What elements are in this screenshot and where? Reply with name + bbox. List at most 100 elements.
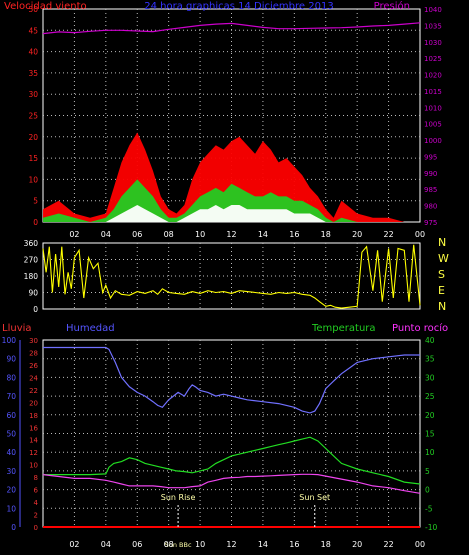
climate-panel-x-tick: 18 bbox=[321, 540, 331, 549]
compass-label: S bbox=[438, 268, 445, 281]
temperature-y-tick: -5 bbox=[425, 504, 433, 513]
direction-y-tick: 90 bbox=[28, 289, 38, 298]
humidity-y-tick: 30 bbox=[29, 337, 38, 345]
compass-label: E bbox=[438, 284, 445, 297]
rain-y-tick: 90 bbox=[6, 355, 16, 364]
humidity-y-tick: 20 bbox=[29, 399, 38, 407]
wind-panel-x-tick: 04 bbox=[101, 230, 111, 239]
wind-y-tick: 15 bbox=[28, 154, 38, 163]
climate-series-2-line bbox=[42, 473, 421, 494]
wind-axis-label: Velocidad viento bbox=[4, 1, 87, 12]
pressure-y-tick: 975 bbox=[424, 219, 437, 227]
rain-axis-label: Lluvia bbox=[2, 323, 32, 334]
pressure-y-tick: 1015 bbox=[424, 88, 442, 96]
rain-y-tick: 60 bbox=[6, 411, 16, 420]
temperature-y-tick: -10 bbox=[425, 523, 437, 532]
pressure-y-tick: 1010 bbox=[424, 104, 442, 112]
humidity-y-tick: 28 bbox=[29, 349, 38, 357]
rain-y-tick: 0 bbox=[11, 523, 16, 532]
pressure-y-tick: 1030 bbox=[424, 39, 442, 47]
climate-panel-x-tick: 04 bbox=[101, 540, 111, 549]
temperature-y-tick: 20 bbox=[425, 411, 435, 420]
direction-line bbox=[42, 244, 421, 309]
temperature-y-tick: 10 bbox=[425, 448, 435, 457]
rain-y-tick: 20 bbox=[6, 486, 16, 495]
wind-y-tick: 30 bbox=[28, 90, 38, 99]
pressure-y-tick: 980 bbox=[424, 203, 437, 211]
temperature-axis-label: Temperatura bbox=[311, 323, 376, 334]
humidity-y-tick: 16 bbox=[29, 424, 38, 432]
wind-y-tick: 40 bbox=[28, 48, 38, 57]
compass-label: N bbox=[438, 300, 446, 313]
wind-y-tick: 25 bbox=[28, 112, 38, 121]
wind-panel-x-tick: 06 bbox=[132, 230, 142, 239]
wind-y-tick: 10 bbox=[28, 175, 38, 184]
wind-panel-x-tick: 20 bbox=[352, 230, 362, 239]
climate-panel-x-tick: 14 bbox=[258, 540, 268, 549]
pressure-y-tick: 1040 bbox=[424, 6, 442, 14]
climate-series-0-line bbox=[43, 346, 420, 414]
climate-series-1-line bbox=[43, 436, 421, 485]
direction-y-tick: 270 bbox=[24, 256, 39, 265]
pressure-axis-label: Presión bbox=[374, 0, 410, 12]
rain-y-tick: 40 bbox=[6, 448, 16, 457]
humidity-y-tick: 14 bbox=[29, 437, 38, 445]
pressure-y-tick: 1000 bbox=[424, 137, 442, 145]
rain-y-tick: 30 bbox=[6, 467, 16, 476]
direction-y-tick: 360 bbox=[24, 239, 39, 248]
humidity-y-tick: 18 bbox=[29, 412, 38, 420]
compass-label: W bbox=[438, 252, 449, 265]
temperature-y-tick: 5 bbox=[425, 467, 430, 476]
wind-panel-x-tick: 02 bbox=[69, 230, 79, 239]
humidity-y-tick: 22 bbox=[29, 387, 38, 395]
humidity-y-tick: 4 bbox=[34, 499, 39, 507]
climate-panel-x-tick: 08 bbox=[164, 540, 174, 549]
wind-series-3-area bbox=[43, 205, 420, 222]
chart-title: 24 hora graphicas 14 Diciembre 2013 bbox=[144, 1, 333, 12]
wind-panel-x-tick: 00 bbox=[415, 230, 425, 239]
humidity-y-tick: 26 bbox=[29, 362, 38, 370]
climate-panel-x-tick: 02 bbox=[69, 540, 79, 549]
annotation-label: Sun Set bbox=[299, 493, 330, 502]
pressure-y-tick: 1035 bbox=[424, 22, 442, 30]
wind-y-tick: 0 bbox=[33, 218, 38, 227]
climate-panel-x-tick: 12 bbox=[226, 540, 236, 549]
climate-panel-x-tick: 06 bbox=[132, 540, 142, 549]
pressure-y-tick: 990 bbox=[424, 170, 437, 178]
pressure-line bbox=[42, 22, 421, 35]
wind-y-tick: 35 bbox=[28, 69, 38, 78]
rain-y-tick: 50 bbox=[6, 430, 16, 439]
humidity-y-tick: 8 bbox=[34, 474, 38, 482]
rain-y-tick: 80 bbox=[6, 373, 16, 382]
temperature-y-tick: 40 bbox=[425, 336, 435, 345]
pressure-y-tick: 1005 bbox=[424, 121, 442, 129]
rain-y-tick: 10 bbox=[6, 504, 16, 513]
humidity-y-tick: 24 bbox=[29, 374, 38, 382]
climate-panel-x-tick: 16 bbox=[289, 540, 299, 549]
climate-panel-x-tick: 22 bbox=[383, 540, 393, 549]
dewpoint-axis-label: Punto rocío bbox=[392, 322, 448, 334]
wind-panel-x-tick: 10 bbox=[195, 230, 205, 239]
climate-panel-x-tick: 10 bbox=[195, 540, 205, 549]
humidity-y-tick: 10 bbox=[29, 462, 38, 470]
temperature-y-tick: 15 bbox=[425, 430, 435, 439]
wind-panel-x-tick: 16 bbox=[289, 230, 299, 239]
wind-panel-x-tick: 22 bbox=[383, 230, 393, 239]
wind-panel-x-tick: 12 bbox=[226, 230, 236, 239]
wind-y-tick: 45 bbox=[28, 26, 38, 35]
wind-y-tick: 20 bbox=[28, 133, 38, 142]
direction-y-tick: 180 bbox=[24, 272, 39, 281]
temperature-y-tick: 35 bbox=[425, 355, 435, 364]
humidity-axis-label: Humedad bbox=[66, 323, 115, 334]
wind-panel-x-tick: 18 bbox=[321, 230, 331, 239]
temperature-y-tick: 0 bbox=[425, 486, 430, 495]
direction-y-tick: 0 bbox=[33, 305, 38, 314]
compass-label: N bbox=[438, 236, 446, 249]
wind-panel-x-tick: 14 bbox=[258, 230, 268, 239]
climate-panel-x-tick: 00 bbox=[415, 540, 425, 549]
annotation-label: Sun Rise bbox=[161, 493, 196, 502]
humidity-y-tick: 12 bbox=[29, 449, 38, 457]
rain-y-tick: 100 bbox=[2, 336, 17, 345]
humidity-y-tick: 2 bbox=[34, 512, 38, 520]
